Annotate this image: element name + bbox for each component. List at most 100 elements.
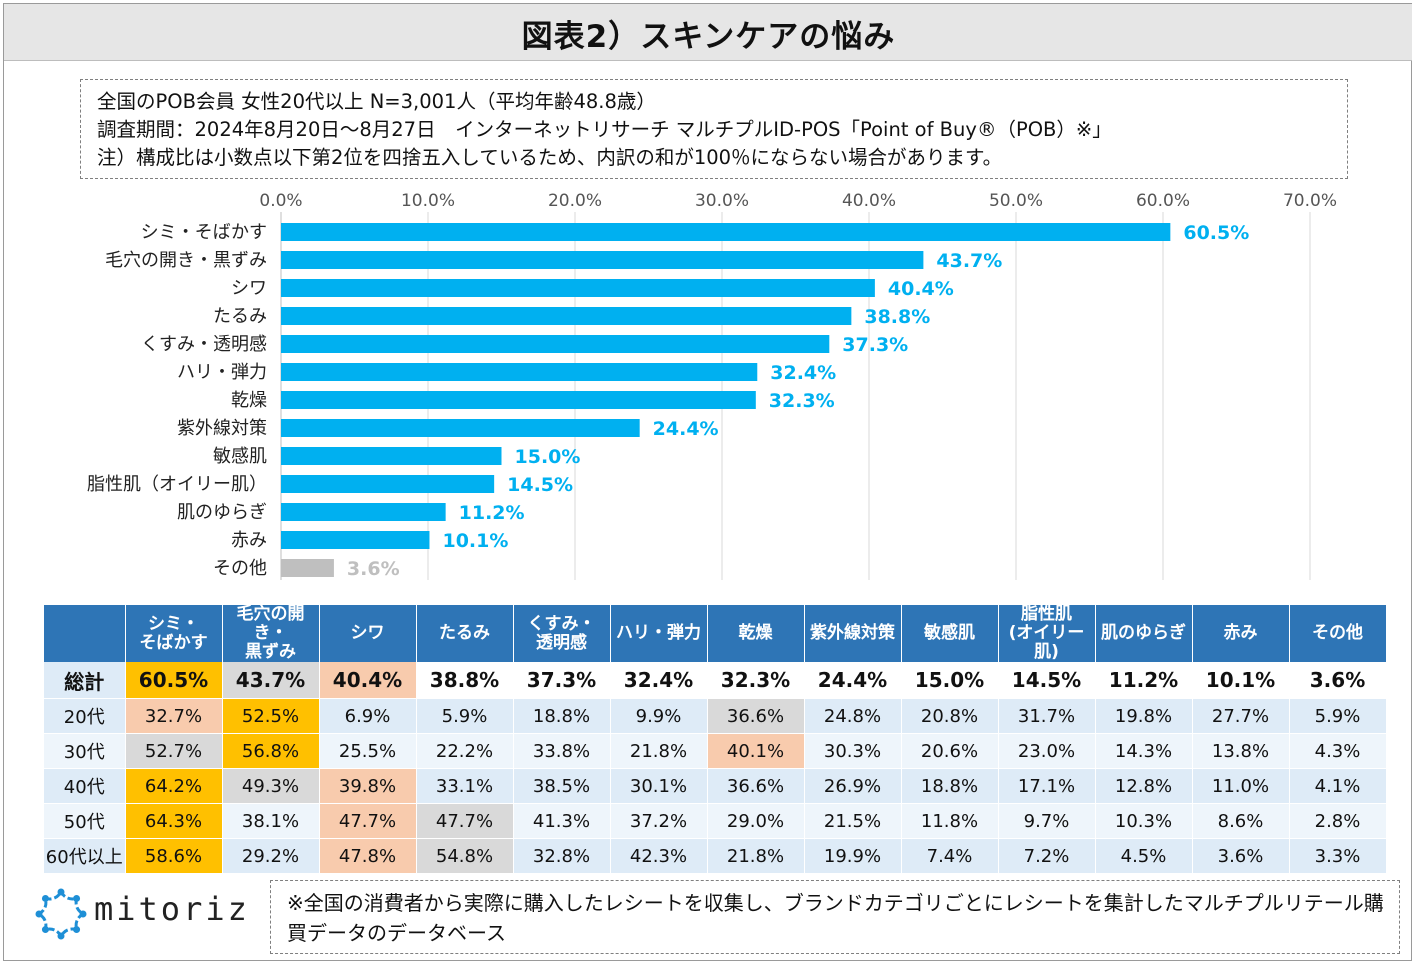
column-header: 肌のゆらぎ bbox=[1095, 605, 1193, 662]
table-cell: 12.8% bbox=[1095, 768, 1193, 804]
table-cell: 19.9% bbox=[804, 838, 902, 874]
table-cell: 21.8% bbox=[610, 733, 708, 769]
table-cell: 3.6% bbox=[1289, 662, 1387, 699]
table-cell: 24.4% bbox=[804, 662, 902, 699]
table-cell: 24.8% bbox=[804, 698, 902, 734]
table-cell: 9.7% bbox=[998, 803, 1096, 839]
table-cell: 43.7% bbox=[222, 662, 320, 699]
column-header: 脂性肌 (オイリー肌) bbox=[998, 605, 1096, 662]
category-label: ハリ・弾力 bbox=[177, 362, 267, 383]
table-cell: 18.8% bbox=[513, 698, 611, 734]
category-label: 脂性肌（オイリー肌） bbox=[87, 474, 267, 495]
table-cell: 11.2% bbox=[1095, 662, 1193, 699]
mitoriz-star-logo-icon bbox=[35, 888, 87, 940]
bar bbox=[281, 251, 924, 269]
bar bbox=[281, 559, 334, 577]
logo-text: mitoriz bbox=[94, 890, 250, 928]
category-label: その他 bbox=[213, 558, 267, 579]
note-line-sample: 全国のPOB会員 女性20代以上 N=3,001人（平均年齢48.8歳） bbox=[97, 90, 656, 113]
logo-dot bbox=[41, 926, 49, 934]
page-title: 図表2）スキンケアの悩み bbox=[521, 19, 896, 55]
bar bbox=[281, 307, 852, 325]
table-cell: 2.8% bbox=[1289, 803, 1387, 839]
table-cell: 36.6% bbox=[707, 768, 805, 804]
x-tick-label: 20.0% bbox=[548, 191, 602, 211]
category-label: 肌のゆらぎ bbox=[177, 502, 267, 523]
logo-dot bbox=[57, 932, 65, 940]
table-cell: 20.6% bbox=[901, 733, 999, 769]
table-cell: 4.3% bbox=[1289, 733, 1387, 769]
table-cell: 56.8% bbox=[222, 733, 320, 769]
data-label: 40.4% bbox=[888, 278, 954, 300]
table-cell: 64.2% bbox=[125, 768, 223, 804]
note-line-period: 調査期間：2024年8月20日～8月27日 インターネットリサーチ マルチプルI… bbox=[97, 118, 1112, 141]
data-label: 11.2% bbox=[459, 502, 525, 524]
table-cell: 30.1% bbox=[610, 768, 708, 804]
table-cell: 32.7% bbox=[125, 698, 223, 734]
row-label: 総計 bbox=[44, 662, 126, 699]
table-cell: 40.1% bbox=[707, 733, 805, 769]
x-tick-label: 50.0% bbox=[989, 191, 1043, 211]
table-cell: 14.3% bbox=[1095, 733, 1193, 769]
table-cell: 6.9% bbox=[319, 698, 417, 734]
data-label: 10.1% bbox=[442, 530, 508, 552]
footnote: ※全国の消費者から実際に購入したレシートを収集し、ブランドカテゴリごとにレシート… bbox=[270, 880, 1400, 954]
survey-notes: 全国のPOB会員 女性20代以上 N=3,001人（平均年齢48.8歳） 調査期… bbox=[80, 79, 1348, 179]
column-header: 敏感肌 bbox=[901, 605, 999, 662]
row-label: 50代 bbox=[44, 803, 126, 839]
x-tick-label: 40.0% bbox=[842, 191, 896, 211]
table-corner-cell bbox=[44, 605, 126, 662]
row-label: 20代 bbox=[44, 698, 126, 734]
bar bbox=[281, 503, 446, 521]
logo-dot bbox=[73, 926, 81, 934]
bar bbox=[281, 279, 875, 297]
column-header: シワ bbox=[319, 605, 417, 662]
table-cell: 7.4% bbox=[901, 838, 999, 874]
table-cell: 47.8% bbox=[319, 838, 417, 874]
table-cell: 39.8% bbox=[319, 768, 417, 804]
table-total-row: 総計 60.5% 43.7% 40.4% 38.8% 37.3% 32.4% 32.3% 24.… bbox=[44, 662, 1387, 699]
data-label: 14.5% bbox=[507, 474, 573, 496]
table-cell: 33.8% bbox=[513, 733, 611, 769]
data-label: 3.6% bbox=[347, 558, 400, 580]
bar bbox=[281, 419, 640, 437]
table-cell: 10.1% bbox=[1192, 662, 1290, 699]
x-tick-label: 10.0% bbox=[401, 191, 455, 211]
table-cell: 7.2% bbox=[998, 838, 1096, 874]
table-cell: 25.5% bbox=[319, 733, 417, 769]
table-cell: 38.8% bbox=[416, 662, 514, 699]
note-line-rounding: 注）構成比は小数点以下第2位を四捨五入しているため、内訳の和が100％にならない… bbox=[97, 146, 1003, 169]
category-label: たるみ bbox=[213, 306, 267, 327]
table-cell: 32.4% bbox=[610, 662, 708, 699]
column-header: 乾燥 bbox=[707, 605, 805, 662]
table-cell: 37.2% bbox=[610, 803, 708, 839]
table-cell: 32.3% bbox=[707, 662, 805, 699]
table-cell: 10.3% bbox=[1095, 803, 1193, 839]
table-cell: 20.8% bbox=[901, 698, 999, 734]
data-label: 24.4% bbox=[653, 418, 719, 440]
column-header: 紫外線対策 bbox=[804, 605, 902, 662]
x-tick-label: 70.0% bbox=[1283, 191, 1337, 211]
table-cell: 4.1% bbox=[1289, 768, 1387, 804]
category-label: 毛穴の開き・黒ずみ bbox=[105, 250, 267, 271]
table-cell: 5.9% bbox=[1289, 698, 1387, 734]
table-cell: 52.5% bbox=[222, 698, 320, 734]
data-label: 32.4% bbox=[770, 362, 836, 384]
table-cell: 13.8% bbox=[1192, 733, 1290, 769]
x-tick-label: 0.0% bbox=[259, 191, 302, 211]
data-label: 37.3% bbox=[842, 334, 908, 356]
table-header-row: シミ・ そばかす 毛穴の開き・ 黒ずみ シワ たるみ くすみ・ 透明感 ハリ・弾力 乾燥 紫外線対策… bbox=[44, 605, 1387, 662]
table-cell: 3.3% bbox=[1289, 838, 1387, 874]
table-cell: 23.0% bbox=[998, 733, 1096, 769]
table-cell: 49.3% bbox=[222, 768, 320, 804]
table-cell: 29.2% bbox=[222, 838, 320, 874]
page-frame bbox=[3, 3, 1412, 961]
table-cell: 11.8% bbox=[901, 803, 999, 839]
bar bbox=[281, 531, 430, 549]
row-label: 30代 bbox=[44, 733, 126, 769]
category-label: 乾燥 bbox=[231, 390, 267, 411]
table-row: 30代 52.7% 56.8% 25.5% 22.2% 33.8% 21.8% 40.1% 30… bbox=[44, 733, 1387, 769]
row-label: 40代 bbox=[44, 768, 126, 804]
column-header: シミ・ そばかす bbox=[125, 605, 223, 662]
table-cell: 33.1% bbox=[416, 768, 514, 804]
